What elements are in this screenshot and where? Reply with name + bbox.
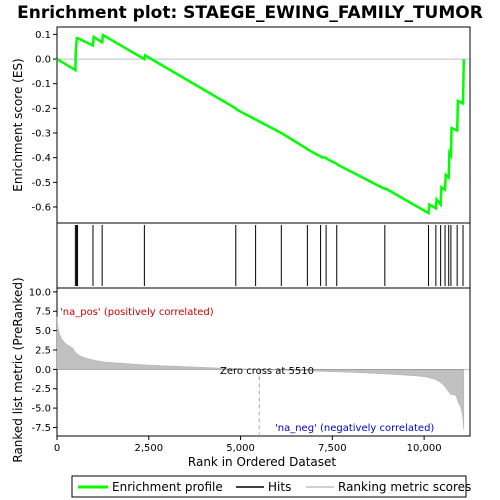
metric-tick-label: -5.0 bbox=[31, 404, 51, 415]
hits-marks bbox=[74, 225, 464, 286]
metric-tick-label: 10.0 bbox=[29, 287, 51, 298]
es-tick-label: -0.2 bbox=[31, 104, 51, 115]
metric-tick-label: 2.5 bbox=[35, 345, 51, 356]
legend-item-hits: Hits bbox=[268, 480, 291, 494]
legend-item-metric: Ranking metric scores bbox=[338, 480, 471, 494]
es-axis-label: Enrichment score (ES) bbox=[11, 58, 25, 191]
x-tick-label: 7,500 bbox=[318, 443, 347, 454]
es-axis: 0.1 0.0 -0.1 -0.2 -0.3 -0.4 -0.5 -0.6 bbox=[31, 30, 57, 213]
x-tick-label: 2,500 bbox=[134, 443, 163, 454]
es-tick-label: -0.4 bbox=[31, 153, 51, 164]
ranking-metric-area bbox=[56, 316, 465, 430]
metric-tick-label: 5.0 bbox=[35, 326, 51, 337]
x-axis-label: Rank in Ordered Dataset bbox=[188, 455, 336, 469]
x-tick-label: 0 bbox=[54, 443, 60, 454]
x-tick-label: 5,000 bbox=[226, 443, 255, 454]
x-tick-label: 10,000 bbox=[407, 443, 442, 454]
metric-tick-label: -7.5 bbox=[31, 423, 51, 434]
metric-tick-label: 0.0 bbox=[35, 365, 51, 376]
metric-panel bbox=[56, 287, 471, 437]
chart-title: Enrichment plot: STAEGE_EWING_FAMILY_TUM… bbox=[17, 3, 483, 23]
metric-tick-label: 7.5 bbox=[35, 307, 51, 318]
legend-item-profile: Enrichment profile bbox=[112, 480, 223, 494]
enrichment-profile-line bbox=[56, 33, 466, 216]
es-tick-label: -0.1 bbox=[31, 79, 51, 90]
x-axis: 0 2,500 5,000 7,500 10,000 bbox=[54, 436, 442, 454]
es-tick-label: 0.1 bbox=[35, 30, 51, 41]
metric-tick-label: -2.5 bbox=[31, 384, 51, 395]
pos-correlated-label: 'na_pos' (positively correlated) bbox=[60, 307, 214, 318]
es-tick-label: -0.6 bbox=[31, 202, 51, 213]
legend-box bbox=[71, 475, 467, 498]
neg-correlated-label: 'na_neg' (negatively correlated) bbox=[275, 423, 434, 434]
metric-axis-label: Ranked list metric (PreRanked) bbox=[11, 277, 25, 462]
es-tick-label: -0.5 bbox=[31, 178, 51, 189]
es-tick-label: -0.3 bbox=[31, 129, 51, 140]
hits-panel bbox=[56, 222, 471, 289]
metric-axis: 10.0 7.5 5.0 2.5 0.0 -2.5 -5.0 -7.5 bbox=[29, 287, 57, 434]
zero-cross-label: Zero cross at 5510 bbox=[220, 366, 314, 377]
es-tick-label: 0.0 bbox=[35, 55, 51, 66]
